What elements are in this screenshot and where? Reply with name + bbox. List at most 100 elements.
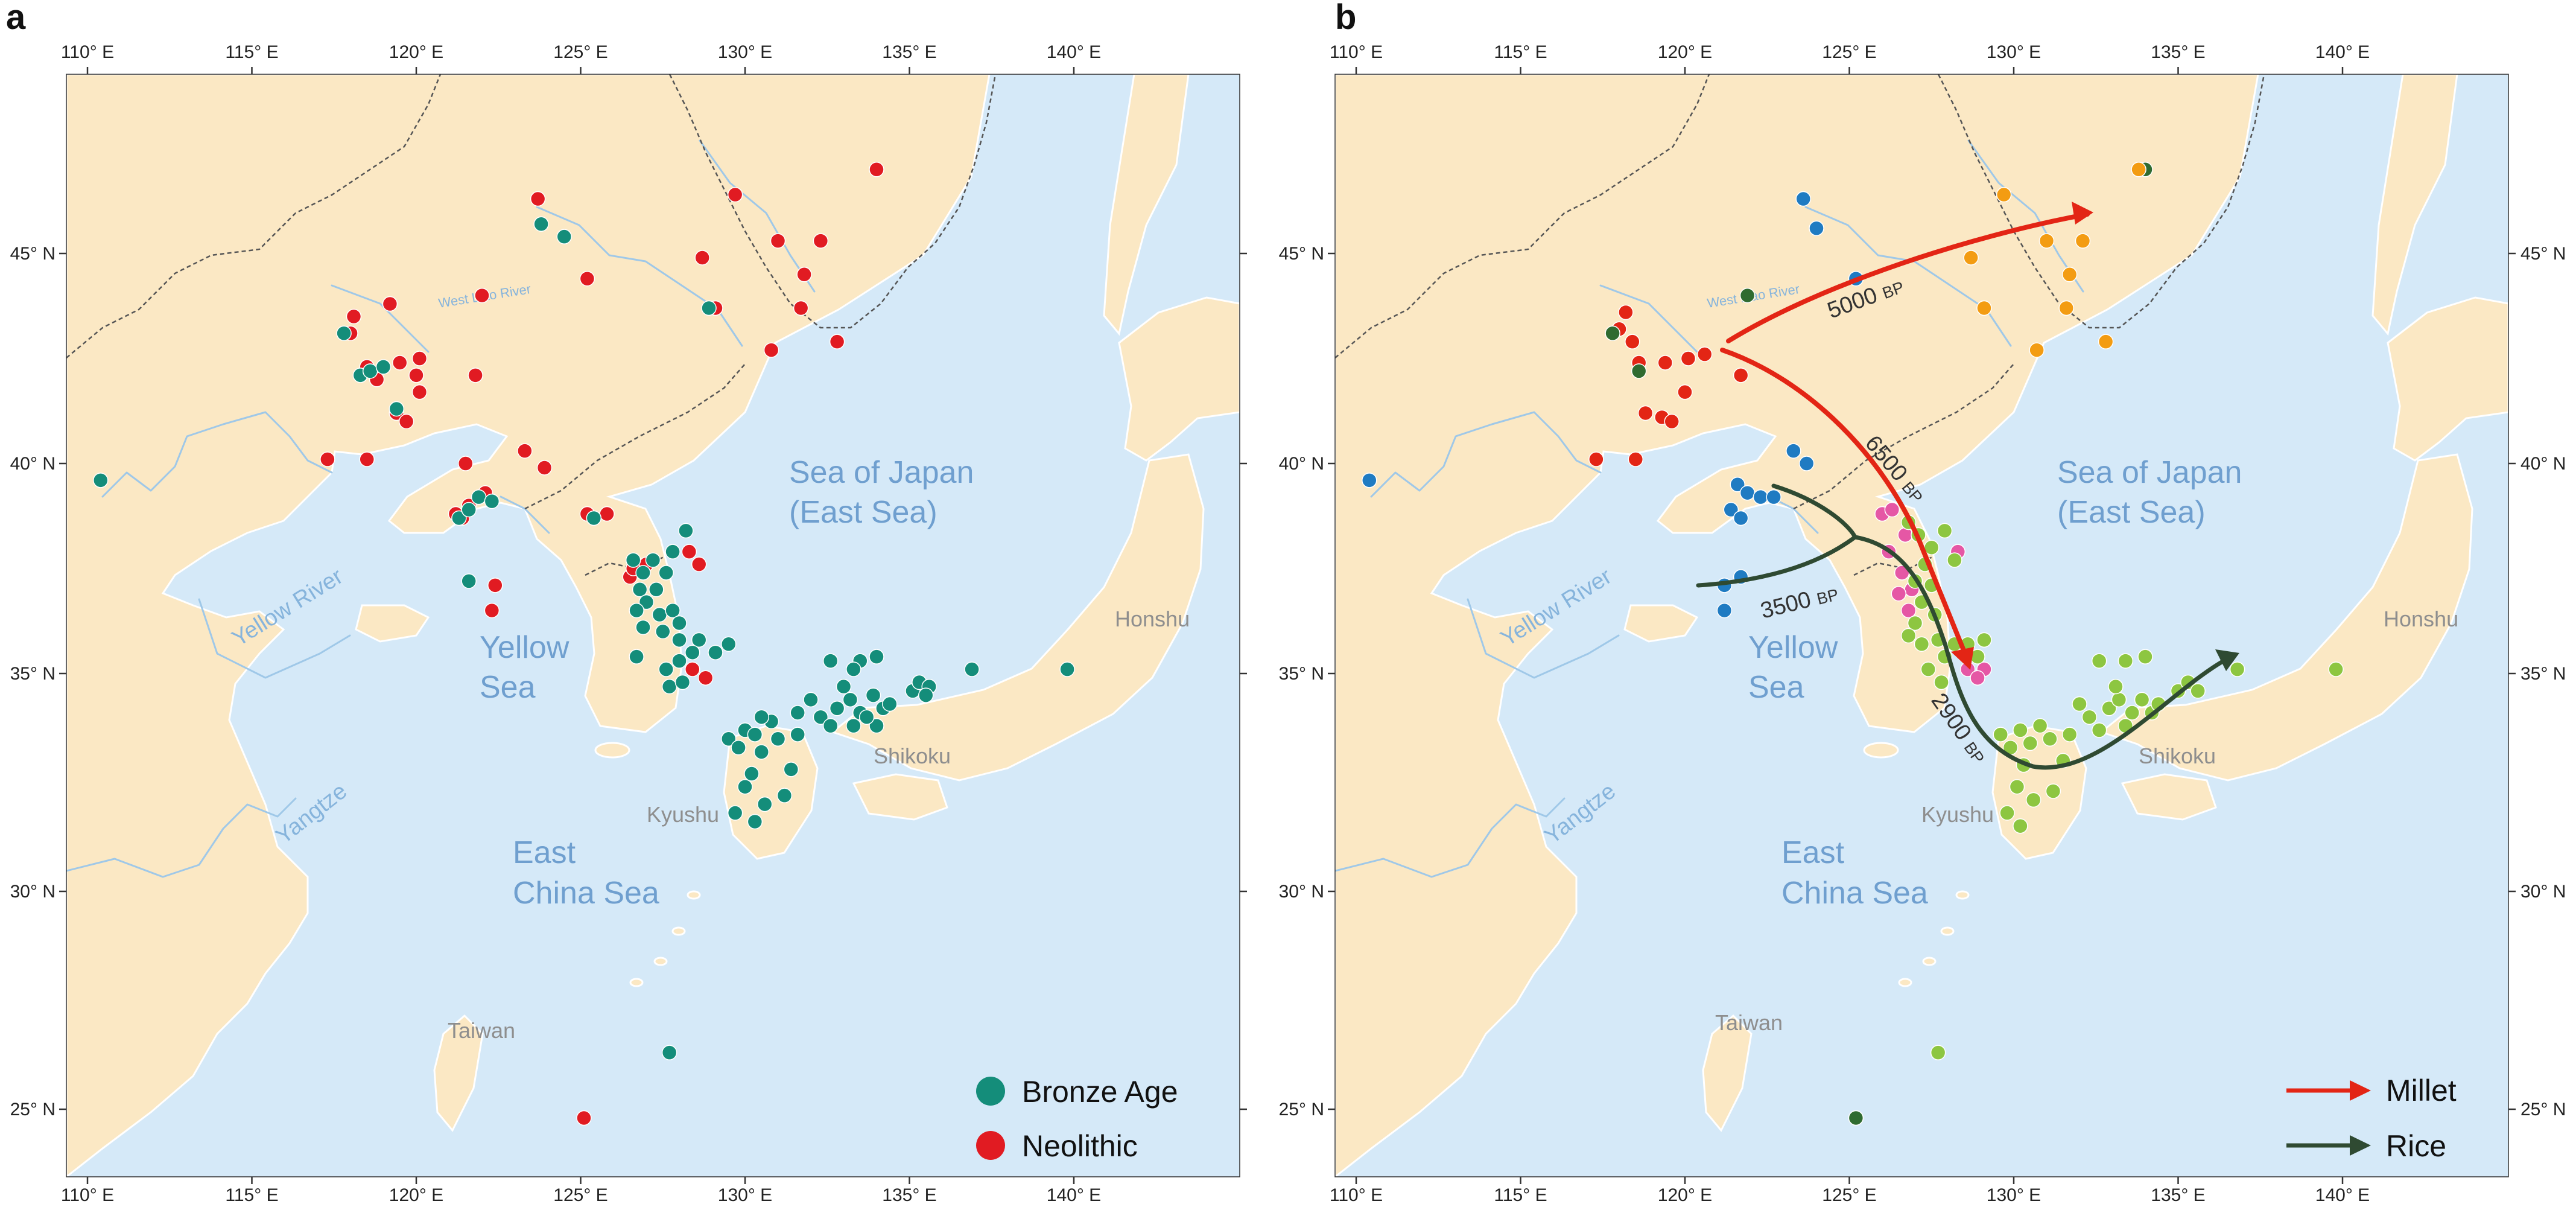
site-marker-light-green-28	[2009, 779, 2025, 795]
tick-label-lon-b-bottom-130: 130° E	[1987, 1185, 2041, 1205]
site-marker-blue-6	[1730, 477, 1745, 492]
site-marker-bronze-age-32	[661, 678, 677, 695]
site-marker-light-green-12	[1914, 636, 1930, 652]
tick-label-lon-b-bottom-115: 115° E	[1494, 1185, 1547, 1205]
site-marker-pink-1	[1884, 502, 1900, 518]
site-marker-red-5	[1680, 351, 1696, 366]
label-yellow-b: Yellow	[1748, 630, 1838, 665]
site-marker-light-green-18	[1976, 632, 1992, 648]
site-marker-bronze-age-43	[747, 727, 763, 742]
site-marker-light-green-31	[2025, 792, 2041, 808]
tick-label-lon-a-top-110: 110° E	[61, 42, 114, 62]
site-marker-pink-7	[1900, 602, 1917, 619]
site-marker-bronze-age-16	[635, 565, 651, 581]
site-marker-bronze-age-28	[691, 632, 707, 648]
site-marker-bronze-age-41	[731, 739, 746, 756]
site-marker-blue-4	[1786, 443, 1801, 459]
tick-label-lon-a-bottom-120: 120° E	[389, 1185, 443, 1205]
site-marker-bronze-age-13	[461, 573, 477, 589]
site-marker-bronze-age-58	[813, 709, 829, 725]
label-china-sea-b: China Sea	[1781, 876, 1928, 911]
label-honshu-b: Honshu	[2384, 607, 2458, 631]
site-marker-bronze-age-18	[632, 582, 648, 597]
site-marker-blue-11	[1766, 489, 1781, 505]
site-marker-bronze-age-44	[753, 744, 769, 760]
site-marker-bronze-age-57	[803, 692, 819, 708]
site-marker-light-green-35	[2072, 696, 2087, 712]
site-marker-blue-14	[1716, 602, 1733, 619]
site-marker-light-green-48	[2137, 649, 2153, 664]
site-marker-neolithic-21	[411, 384, 428, 400]
site-marker-bronze-age-11	[471, 489, 487, 505]
sites-panel-a	[93, 162, 1075, 1126]
legend-label-bronze-age: Bronze Age	[1022, 1075, 1178, 1109]
site-marker-neolithic-12	[763, 342, 779, 358]
label-kyushu-b: Kyushu	[1921, 802, 1994, 827]
tick-label-lon-b-top-140: 140° E	[2315, 42, 2370, 62]
site-marker-neolithic-39	[691, 556, 707, 572]
label-sea-of-japan: Sea of Japan	[789, 455, 974, 490]
site-marker-red-0	[1618, 304, 1634, 320]
site-marker-bronze-age-38	[665, 544, 680, 559]
site-marker-neolithic-14	[346, 308, 362, 325]
site-marker-light-green-21	[1993, 727, 2008, 742]
label-kyushu: Kyushu	[647, 802, 719, 827]
tick-label-lat-b-left-30: 30° N	[1279, 882, 1324, 902]
site-marker-bronze-age-64	[865, 687, 881, 703]
route-rice-2900-arrowhead	[2215, 649, 2239, 671]
site-marker-bronze-age-36	[721, 636, 737, 652]
site-marker-red-6	[1696, 346, 1713, 362]
site-marker-bronze-age-68	[882, 696, 898, 712]
site-marker-pink-2	[1897, 527, 1913, 543]
site-marker-light-green-47	[2118, 653, 2134, 669]
site-marker-light-green-32	[2045, 783, 2061, 799]
site-marker-blue-1	[1809, 220, 1824, 236]
site-marker-neolithic-19	[408, 368, 424, 383]
tick-label-lon-a-bottom-125: 125° E	[553, 1185, 608, 1205]
tick-label-lon-a-top-130: 130° E	[718, 42, 772, 62]
site-marker-bronze-age-31	[658, 661, 674, 677]
site-marker-bronze-age-46	[770, 731, 786, 747]
site-marker-light-green-24	[2022, 735, 2038, 751]
tick-label-lat-a-left-30: 30° N	[10, 882, 56, 902]
tick-label-lat-b-left-35: 35° N	[1279, 664, 1324, 684]
label-honshu: Honshu	[1115, 607, 1190, 631]
route-millet-6500	[1720, 348, 1968, 657]
label-taiwan: Taiwan	[448, 1018, 515, 1043]
label-yellow: Yellow	[480, 630, 569, 665]
label-shikoku-b: Shikoku	[2139, 744, 2216, 768]
site-marker-light-green-4	[1947, 552, 1962, 568]
tick-label-lat-a-left-45: 45° N	[10, 244, 56, 264]
site-marker-neolithic-25	[320, 451, 335, 467]
site-marker-bronze-age-78	[964, 661, 980, 677]
site-marker-blue-9	[1723, 502, 1739, 518]
site-marker-light-green-36	[2081, 709, 2098, 725]
label-east-sea: (East Sea)	[789, 495, 937, 530]
site-marker-light-green-20	[1934, 674, 1949, 690]
label-east-sea-b: (East Sea)	[2057, 495, 2206, 530]
tick-label-lat-b-right-40: 40° N	[2520, 454, 2566, 474]
site-marker-bronze-age-34	[629, 649, 644, 664]
site-marker-orange-6	[2058, 300, 2074, 316]
site-marker-neolithic-4	[579, 271, 595, 287]
site-marker-bronze-age-17	[645, 552, 661, 568]
site-marker-bronze-age-25	[665, 602, 680, 619]
site-marker-light-green-34	[2061, 727, 2078, 742]
site-marker-bronze-age-10	[461, 502, 477, 518]
legend-arrow-millet	[2350, 1080, 2371, 1101]
tick-label-lon-b-top-125: 125° E	[1822, 42, 1876, 62]
site-marker-orange-2	[1963, 250, 1979, 266]
site-marker-red-13	[1664, 413, 1680, 430]
site-marker-neolithic-10	[793, 300, 809, 316]
site-marker-red-4	[1657, 355, 1673, 371]
site-marker-neolithic-17	[392, 355, 408, 371]
site-marker-bronze-age-9	[451, 510, 467, 526]
tick-label-lat-b-left-45: 45° N	[1279, 244, 1324, 264]
tick-label-lat-b-left-25: 25° N	[1279, 1100, 1324, 1119]
site-marker-light-green-25	[2032, 718, 2048, 734]
site-marker-bronze-age-53	[783, 762, 799, 777]
legend-label-neolithic: Neolithic	[1022, 1129, 1138, 1163]
tick-label-lon-b-bottom-135: 135° E	[2151, 1185, 2205, 1205]
site-marker-bronze-age-40	[721, 731, 737, 747]
